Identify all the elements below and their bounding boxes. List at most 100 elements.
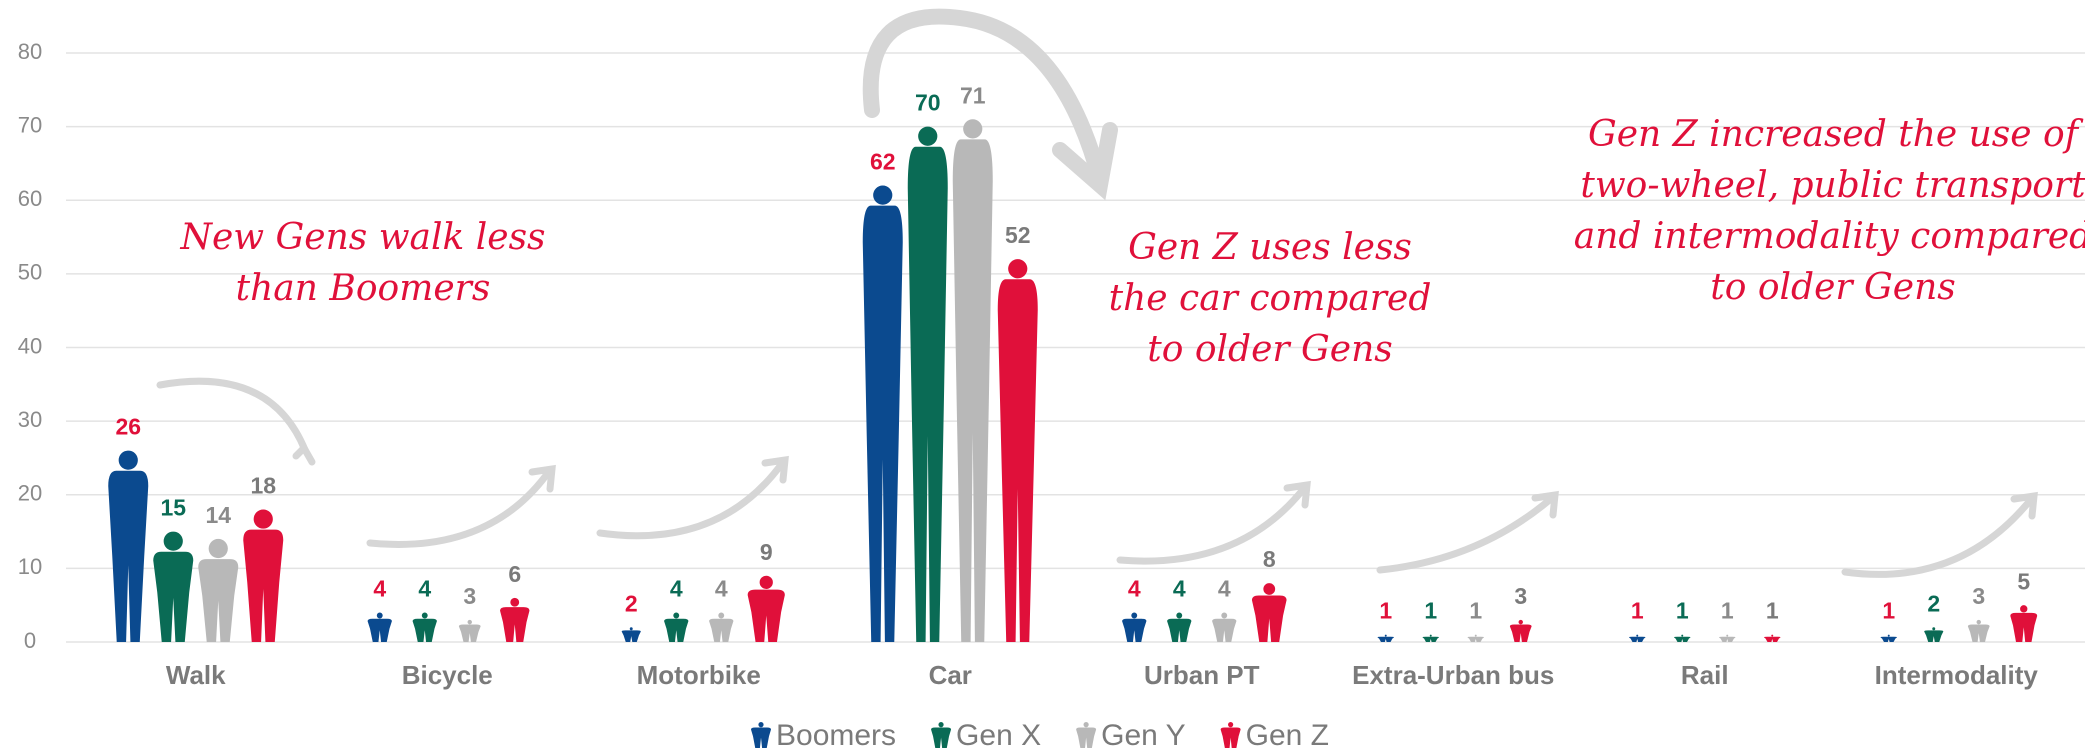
- y-tick-label: 70: [18, 112, 42, 137]
- figure-bar: [458, 619, 481, 642]
- value-label: 2: [625, 590, 638, 616]
- x-tick-label: Rail: [1681, 660, 1729, 690]
- x-tick-label: Bicycle: [402, 660, 493, 690]
- legend-label: Gen Z: [1246, 719, 1329, 749]
- value-label: 8: [1263, 546, 1276, 572]
- arrows: [156, 8, 2038, 578]
- y-tick-label: 10: [18, 554, 42, 579]
- value-label: 6: [508, 561, 521, 587]
- annotation: the car compared: [1109, 278, 1432, 319]
- value-label: 15: [160, 495, 186, 521]
- figure-bar: [1467, 634, 1485, 642]
- arrow: [156, 377, 309, 454]
- value-label: 70: [915, 90, 941, 116]
- y-tick-label: 30: [18, 407, 42, 432]
- value-label: 1: [1469, 598, 1482, 624]
- arrow: [862, 8, 1108, 188]
- x-tick-label: Urban PT: [1144, 660, 1260, 690]
- figure-bar: [1718, 634, 1736, 642]
- value-label: 4: [715, 576, 728, 602]
- figure-bar: [1422, 634, 1440, 642]
- value-label: 1: [1721, 598, 1734, 624]
- figure-bar: [243, 509, 284, 642]
- value-label: 18: [250, 473, 276, 499]
- figure-bar: [621, 627, 641, 642]
- y-tick-label: 60: [18, 186, 42, 211]
- annotation: to older Gens: [1147, 329, 1393, 370]
- figure-bar: [198, 538, 239, 642]
- x-tick-label: Extra-Urban bus: [1352, 660, 1554, 690]
- value-label: 2: [1927, 590, 1940, 616]
- value-label: 9: [760, 539, 773, 565]
- figure-bar: [747, 575, 785, 642]
- value-label: 4: [670, 576, 683, 602]
- value-label: 1: [1766, 598, 1779, 624]
- legend-label: Gen Y: [1101, 719, 1186, 749]
- value-label: 1: [1631, 598, 1644, 624]
- legend-marker: [1220, 721, 1241, 748]
- annotation: two-wheel, public transport: [1580, 165, 2085, 206]
- figure-bar: [709, 612, 734, 642]
- figure-bar: [1212, 612, 1237, 642]
- annotation: Gen Z uses less: [1128, 227, 1412, 268]
- figure-bar: [1880, 634, 1898, 642]
- arrow: [1841, 494, 2036, 578]
- arrow-head: [2010, 491, 2038, 520]
- legend-marker: [931, 721, 952, 748]
- figure-bar: [500, 597, 530, 642]
- figure-bar: [1673, 634, 1691, 642]
- value-label: 52: [1005, 222, 1031, 248]
- value-label: 3: [463, 583, 476, 609]
- arrow: [366, 466, 554, 548]
- figure-bar: [1122, 612, 1147, 642]
- arrow-head: [1052, 122, 1118, 201]
- legend-label: Boomers: [776, 719, 896, 749]
- value-label: 71: [960, 82, 986, 108]
- value-label: 26: [115, 414, 141, 440]
- y-tick-label: 20: [18, 481, 42, 506]
- figure-bar: [108, 450, 149, 642]
- value-label: 4: [1218, 576, 1231, 602]
- figure-bar: [367, 612, 392, 642]
- value-label: 4: [373, 576, 386, 602]
- value-label: 3: [1514, 583, 1527, 609]
- legend-label: Gen X: [956, 719, 1041, 749]
- value-label: 5: [2017, 568, 2030, 594]
- arrow: [596, 458, 787, 540]
- figure-bar: [907, 126, 948, 642]
- figure-bar: [1167, 612, 1192, 642]
- legend-marker: [1076, 721, 1097, 748]
- arrow: [1116, 483, 1309, 565]
- x-tick-label: Intermodality: [1875, 660, 2039, 690]
- value-label: 62: [870, 149, 896, 175]
- x-tick-label: Car: [929, 660, 972, 690]
- value-label: 4: [1128, 576, 1141, 602]
- annotation: New Gens walk less: [179, 217, 545, 258]
- arrow-head: [1531, 490, 1559, 519]
- figure-bar: [862, 185, 903, 642]
- y-tick-label: 50: [18, 260, 42, 285]
- figure-bar: [2010, 605, 2038, 642]
- value-label: 1: [1882, 598, 1895, 624]
- figure-bar: [1377, 634, 1395, 642]
- arrow: [1376, 493, 1557, 574]
- value-label: 1: [1424, 598, 1437, 624]
- figure-bar: [153, 531, 194, 642]
- arrow-head: [528, 464, 556, 493]
- figure-bar: [952, 119, 993, 642]
- figure-bar: [1628, 634, 1646, 642]
- annotation: to older Gens: [1710, 267, 1956, 308]
- figure-bar: [1967, 619, 1990, 642]
- value-label: 4: [1173, 576, 1186, 602]
- legend-marker: [751, 721, 771, 748]
- figure-bar: [412, 612, 437, 642]
- y-tick-label: 80: [18, 39, 42, 64]
- arrow-head: [292, 442, 316, 466]
- arrow-head: [1283, 480, 1311, 509]
- figure-bar: [664, 612, 689, 642]
- x-tick-label: Motorbike: [637, 660, 761, 690]
- value-label: 3: [1972, 583, 1985, 609]
- figure-bar: [997, 259, 1038, 642]
- value-label: 1: [1379, 598, 1392, 624]
